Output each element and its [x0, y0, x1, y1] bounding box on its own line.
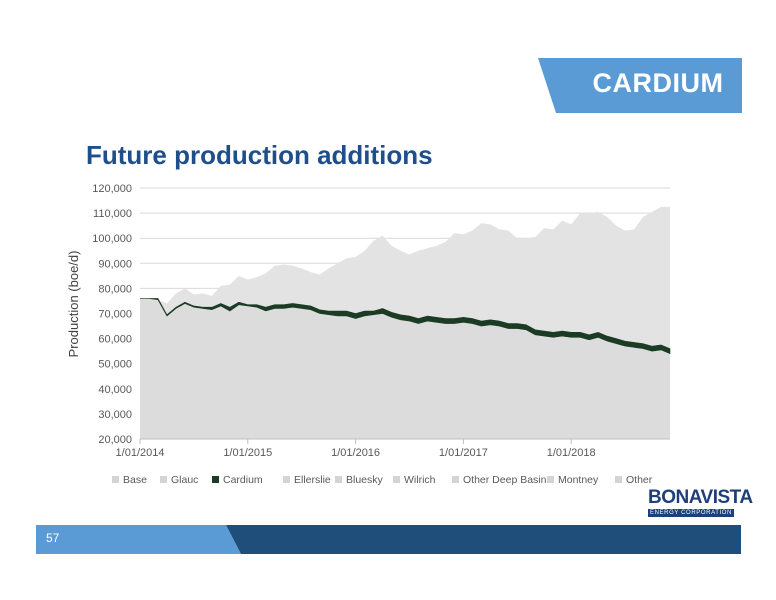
- y-tick-label: 60,000: [98, 334, 132, 346]
- other-plays-area: [140, 206, 670, 349]
- y-axis-label: Production (boe/d): [66, 251, 81, 358]
- x-tick-label: 1/01/2014: [116, 447, 165, 459]
- cardium-area: [140, 298, 671, 355]
- y-tick-label: 100,000: [92, 233, 132, 245]
- chart-areas: [140, 206, 671, 439]
- y-tick-label: 120,000: [92, 183, 132, 195]
- legend-label: Wilrich: [404, 474, 436, 486]
- x-tick-label: 1/01/2017: [439, 447, 488, 459]
- y-tick-label: 80,000: [98, 283, 132, 295]
- x-axis: 1/01/2014 1/01/2015 1/01/2016 1/01/2017 1/01…: [116, 438, 670, 459]
- footer-shape: [36, 525, 741, 554]
- y-tick-label: 30,000: [98, 409, 132, 421]
- legend-label: Cardium: [223, 474, 263, 486]
- y-tick-label: 110,000: [93, 208, 132, 220]
- y-tick-label: 90,000: [98, 258, 132, 270]
- y-tick-label: 50,000: [98, 359, 132, 371]
- legend-label: Bluesky: [346, 474, 384, 486]
- section-banner: CARDIUM: [538, 58, 742, 113]
- legend-label: Montney: [558, 474, 599, 486]
- legend-swatch: [283, 476, 290, 483]
- legend-label: Other: [626, 474, 653, 486]
- logo-wordmark: BONAVISTA: [648, 487, 753, 508]
- chart-legend: Base Glauc Cardium Ellerslie Bluesky Wilrich O…: [112, 474, 653, 486]
- y-tick-label: 20,000: [98, 434, 132, 446]
- y-axis: 20,000 30,000 40,000 50,000 60,000 70,000 80,0…: [92, 183, 132, 446]
- legend-swatch: [393, 476, 400, 483]
- legend-swatch: [547, 476, 554, 483]
- legend-swatch: [335, 476, 342, 483]
- company-logo: BONAVISTA ENERGY CORPORATION: [648, 487, 753, 524]
- legend-swatch: [212, 476, 219, 483]
- x-tick-label: 1/01/2018: [547, 447, 596, 459]
- production-chart: 20,000 30,000 40,000 50,000 60,000 70,000 80,0…: [66, 183, 671, 486]
- legend-label: Ellerslie: [294, 474, 331, 486]
- y-tick-label: 40,000: [98, 384, 132, 396]
- x-tick-label: 1/01/2015: [223, 447, 272, 459]
- section-title: CARDIUM: [592, 68, 724, 98]
- section-banner-shape: [538, 58, 742, 113]
- x-tick-label: 1/01/2016: [331, 447, 380, 459]
- legend-label: Base: [123, 474, 147, 486]
- page-title: Future production additions: [86, 140, 433, 170]
- legend-label: Other Deep Basin: [463, 474, 547, 486]
- legend-swatch: [160, 476, 167, 483]
- y-tick-label: 70,000: [98, 309, 132, 321]
- legend-label: Glauc: [171, 474, 198, 486]
- base-area: [140, 298, 670, 439]
- legend-swatch: [615, 476, 622, 483]
- legend-swatch: [452, 476, 459, 483]
- page-number: 57: [46, 531, 60, 545]
- legend-swatch: [112, 476, 119, 483]
- logo-tagline: ENERGY CORPORATION: [648, 509, 734, 517]
- footer-bar: 57: [36, 525, 741, 554]
